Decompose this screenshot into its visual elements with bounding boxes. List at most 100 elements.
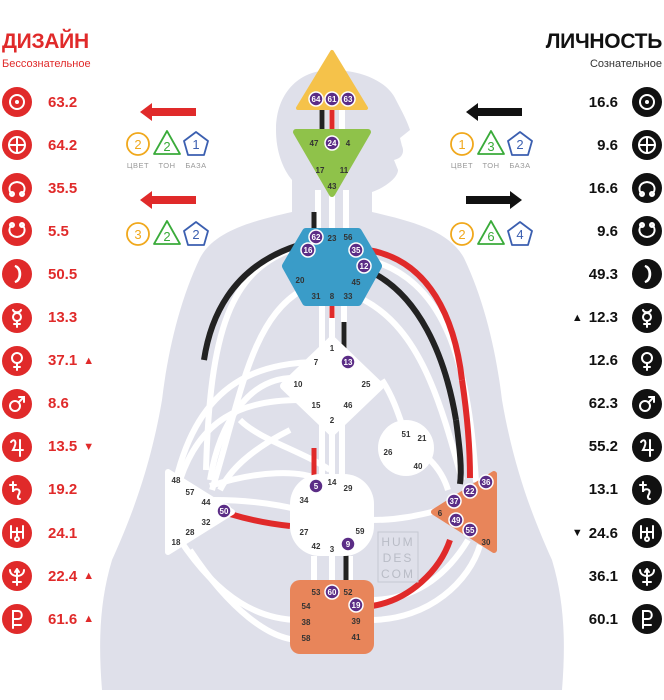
watermark-line-2: DES <box>383 551 414 565</box>
gate-35: 35 <box>348 242 364 258</box>
gate-4: 4 <box>346 139 351 148</box>
neptune-icon <box>632 561 662 592</box>
planet-value: 12.6 <box>588 352 618 370</box>
personality-row: 16.6 <box>583 173 662 204</box>
jupiter-icon <box>2 431 32 462</box>
gate-64: 64 <box>308 91 324 107</box>
planet-value: 5.5 <box>48 222 69 240</box>
design-row: 50.5 <box>2 259 83 290</box>
personality-row: ▼ 24.6 <box>572 518 662 548</box>
defined-gate-marker <box>324 135 340 151</box>
color-circle-icon <box>450 132 474 156</box>
gate-number: 14 <box>328 478 337 487</box>
design-row: 5.5 <box>2 216 75 247</box>
planet-value: 60.1 <box>588 610 618 628</box>
variable-color-value: 2 <box>458 227 465 242</box>
design-row: 37.1 ▲ <box>2 345 94 376</box>
spleen-center-shape <box>165 469 235 555</box>
gate-23: 23 <box>328 234 337 243</box>
gate-31: 31 <box>312 292 321 301</box>
direction-mark: ▲ <box>83 613 95 626</box>
gate-number: 10 <box>294 380 303 389</box>
variable-label: ТОН <box>483 161 500 170</box>
south-node-icon <box>2 216 32 247</box>
personality-title: ЛИЧНОСТЬ <box>545 30 663 53</box>
mars-icon <box>2 388 32 419</box>
gate-number: 17 <box>316 166 325 175</box>
gate-1: 1 <box>330 344 335 353</box>
planet-value: 13.1 <box>588 481 618 499</box>
planet-value: 16.6 <box>588 93 618 111</box>
gate-number: 2 <box>330 416 335 425</box>
sun-icon <box>2 87 32 117</box>
gate-40: 40 <box>414 462 423 471</box>
personality-row: 55.2 <box>583 431 662 462</box>
variable-triad: 2 2 1 ЦВЕТ ТОН БАЗА <box>126 130 209 170</box>
design-subtitle: Бессознательное <box>2 58 91 70</box>
gate-number: 32 <box>202 518 211 527</box>
gate-15: 15 <box>312 401 321 410</box>
gate-18: 18 <box>172 538 181 547</box>
earth-icon <box>2 130 32 161</box>
defined-gate-marker <box>348 242 364 258</box>
g-center-shape <box>280 336 384 436</box>
planet-value: 9.6 <box>597 222 618 240</box>
variable-color-value: 2 <box>134 137 141 152</box>
gate-number: 4 <box>346 139 351 148</box>
arrow-left-icon <box>140 103 196 121</box>
center-ajna <box>293 129 371 197</box>
gate-56: 56 <box>344 233 353 242</box>
gate-number: 53 <box>312 588 321 597</box>
design-row: 13.3 <box>2 302 83 333</box>
gate-26: 26 <box>384 448 393 457</box>
variable-label: БАЗА <box>185 161 206 170</box>
gate-number: 49 <box>452 516 461 525</box>
gate-58: 58 <box>302 634 311 643</box>
planet-value: 8.6 <box>48 395 69 413</box>
gate-number: 5 <box>314 482 319 491</box>
gate-50: 50 <box>216 503 232 519</box>
defined-gate-marker <box>348 597 364 613</box>
gate-33: 33 <box>344 292 353 301</box>
gate-number: 31 <box>312 292 321 301</box>
planet-value: 24.6 <box>588 524 618 542</box>
gate-number: 59 <box>356 527 365 536</box>
channel-base <box>237 417 332 473</box>
gate-30: 30 <box>482 538 491 547</box>
gate-number: 37 <box>450 497 459 506</box>
design-row: 64.2 <box>2 130 83 161</box>
gate-47: 47 <box>310 139 319 148</box>
center-ego <box>378 420 434 476</box>
moon-icon <box>632 259 662 290</box>
uranus-icon <box>632 518 662 548</box>
variable-label: БАЗА <box>509 161 530 170</box>
gate-number: 38 <box>302 618 311 627</box>
gate-9: 9 <box>340 536 356 552</box>
gate-55: 55 <box>462 522 478 538</box>
gate-number: 60 <box>328 588 337 597</box>
direction-mark: ▲ <box>571 311 583 324</box>
channel-base <box>369 257 479 483</box>
defined-gate-marker <box>478 474 494 490</box>
personality-subtitle: Сознательное <box>589 58 662 70</box>
gate-number: 1 <box>330 344 335 353</box>
gate-number: 39 <box>352 617 361 626</box>
personality-row: 9.6 <box>591 216 662 247</box>
gate-36: 36 <box>478 474 494 490</box>
planet-value: 16.6 <box>588 179 618 197</box>
variable-label: ЦВЕТ <box>127 161 149 170</box>
gate-number: 41 <box>352 633 361 642</box>
gate-11: 11 <box>340 166 349 175</box>
moon-icon <box>2 259 32 290</box>
defined-gate-marker <box>446 493 462 509</box>
watermark-box <box>377 531 419 583</box>
gate-number: 30 <box>482 538 491 547</box>
gate-45: 45 <box>352 278 361 287</box>
center-spleen <box>165 469 235 555</box>
gate-number: 56 <box>344 233 353 242</box>
variable-base-value: 2 <box>192 227 199 242</box>
defined-gate-marker <box>356 258 372 274</box>
gate-34: 34 <box>300 496 309 505</box>
gate-10: 10 <box>294 380 303 389</box>
